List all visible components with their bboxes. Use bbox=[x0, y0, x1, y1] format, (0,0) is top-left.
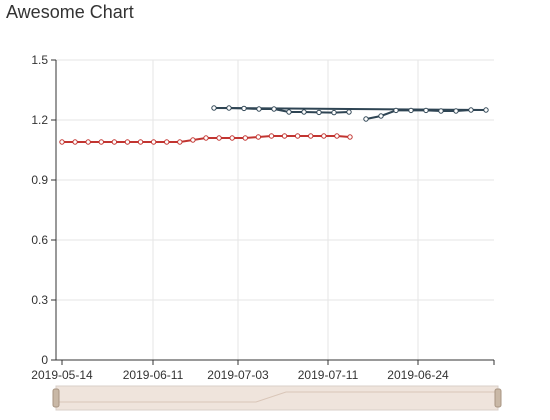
data-point-red bbox=[268, 133, 275, 139]
data-point-dark bbox=[408, 107, 414, 114]
data-point-red bbox=[334, 133, 340, 139]
x-tick-label: 2019-07-03 bbox=[207, 368, 269, 382]
y-tick-label: 1.2 bbox=[31, 113, 48, 127]
data-point-red bbox=[281, 133, 288, 139]
data-point-red bbox=[177, 139, 183, 145]
data-point-dark bbox=[453, 108, 459, 114]
zoom-handle-right[interactable] bbox=[494, 388, 502, 408]
series-layer bbox=[59, 105, 489, 145]
data-point-red bbox=[190, 137, 196, 143]
data-zoom-slider[interactable] bbox=[52, 385, 502, 411]
y-tick-label: 1.5 bbox=[31, 53, 48, 67]
x-tick-label: 2019-06-24 bbox=[387, 368, 449, 382]
data-point-dark bbox=[363, 116, 369, 122]
data-point-dark bbox=[393, 107, 399, 114]
zoom-preview-line bbox=[56, 391, 498, 403]
data-point-dark bbox=[468, 107, 474, 113]
data-point-red bbox=[164, 139, 170, 145]
data-point-red bbox=[124, 139, 131, 145]
data-point-red bbox=[137, 139, 144, 145]
data-point-dark bbox=[301, 109, 307, 115]
x-tick-label: 2019-07-11 bbox=[298, 368, 359, 382]
data-point-dark bbox=[271, 106, 277, 112]
chart-title: Awesome Chart bbox=[6, 2, 134, 22]
data-point-red bbox=[347, 134, 353, 140]
data-point-dark bbox=[256, 106, 262, 112]
data-point-red bbox=[294, 133, 301, 139]
data-point-red bbox=[72, 139, 78, 145]
data-point-red bbox=[85, 139, 91, 145]
y-tick-label: 0.3 bbox=[31, 293, 48, 307]
data-point-red bbox=[98, 139, 104, 145]
data-point-dark bbox=[378, 113, 384, 119]
data-point-red bbox=[255, 134, 262, 140]
y-tick-label: 0.6 bbox=[31, 233, 48, 247]
data-point-dark bbox=[438, 108, 444, 114]
data-point-dark bbox=[423, 107, 429, 114]
data-point-red bbox=[229, 135, 235, 141]
data-point-dark bbox=[211, 105, 217, 111]
data-point-red bbox=[150, 139, 157, 145]
data-point-red bbox=[321, 133, 327, 139]
data-point-dark bbox=[483, 107, 489, 113]
zoom-handle-left[interactable] bbox=[52, 388, 60, 408]
data-point-dark bbox=[286, 109, 292, 115]
x-tick-label: 2019-05-14 bbox=[31, 368, 93, 382]
y-tick-label: 0.9 bbox=[31, 173, 48, 187]
series-line-dark bbox=[214, 107, 350, 114]
data-point-dark bbox=[226, 105, 232, 111]
data-point-red bbox=[242, 135, 248, 141]
data-point-dark bbox=[241, 105, 247, 112]
data-point-red bbox=[203, 135, 209, 141]
data-point-dark bbox=[316, 109, 322, 116]
zoom-track[interactable] bbox=[55, 385, 499, 411]
axis-layer: 0 0.3 0.6 0.9 1.2 1.5 2019-05-14 2019-06-11 2019… bbox=[31, 53, 495, 382]
data-point-dark bbox=[346, 109, 352, 115]
data-point-red bbox=[308, 133, 314, 139]
grid-layer bbox=[56, 59, 494, 360]
data-point-dark bbox=[331, 109, 337, 116]
data-point-red bbox=[59, 139, 65, 145]
y-tick-label: 0 bbox=[41, 353, 48, 367]
data-point-red bbox=[111, 139, 118, 145]
data-point-red bbox=[216, 135, 222, 141]
x-tick-label: 2019-06-11 bbox=[123, 368, 184, 382]
